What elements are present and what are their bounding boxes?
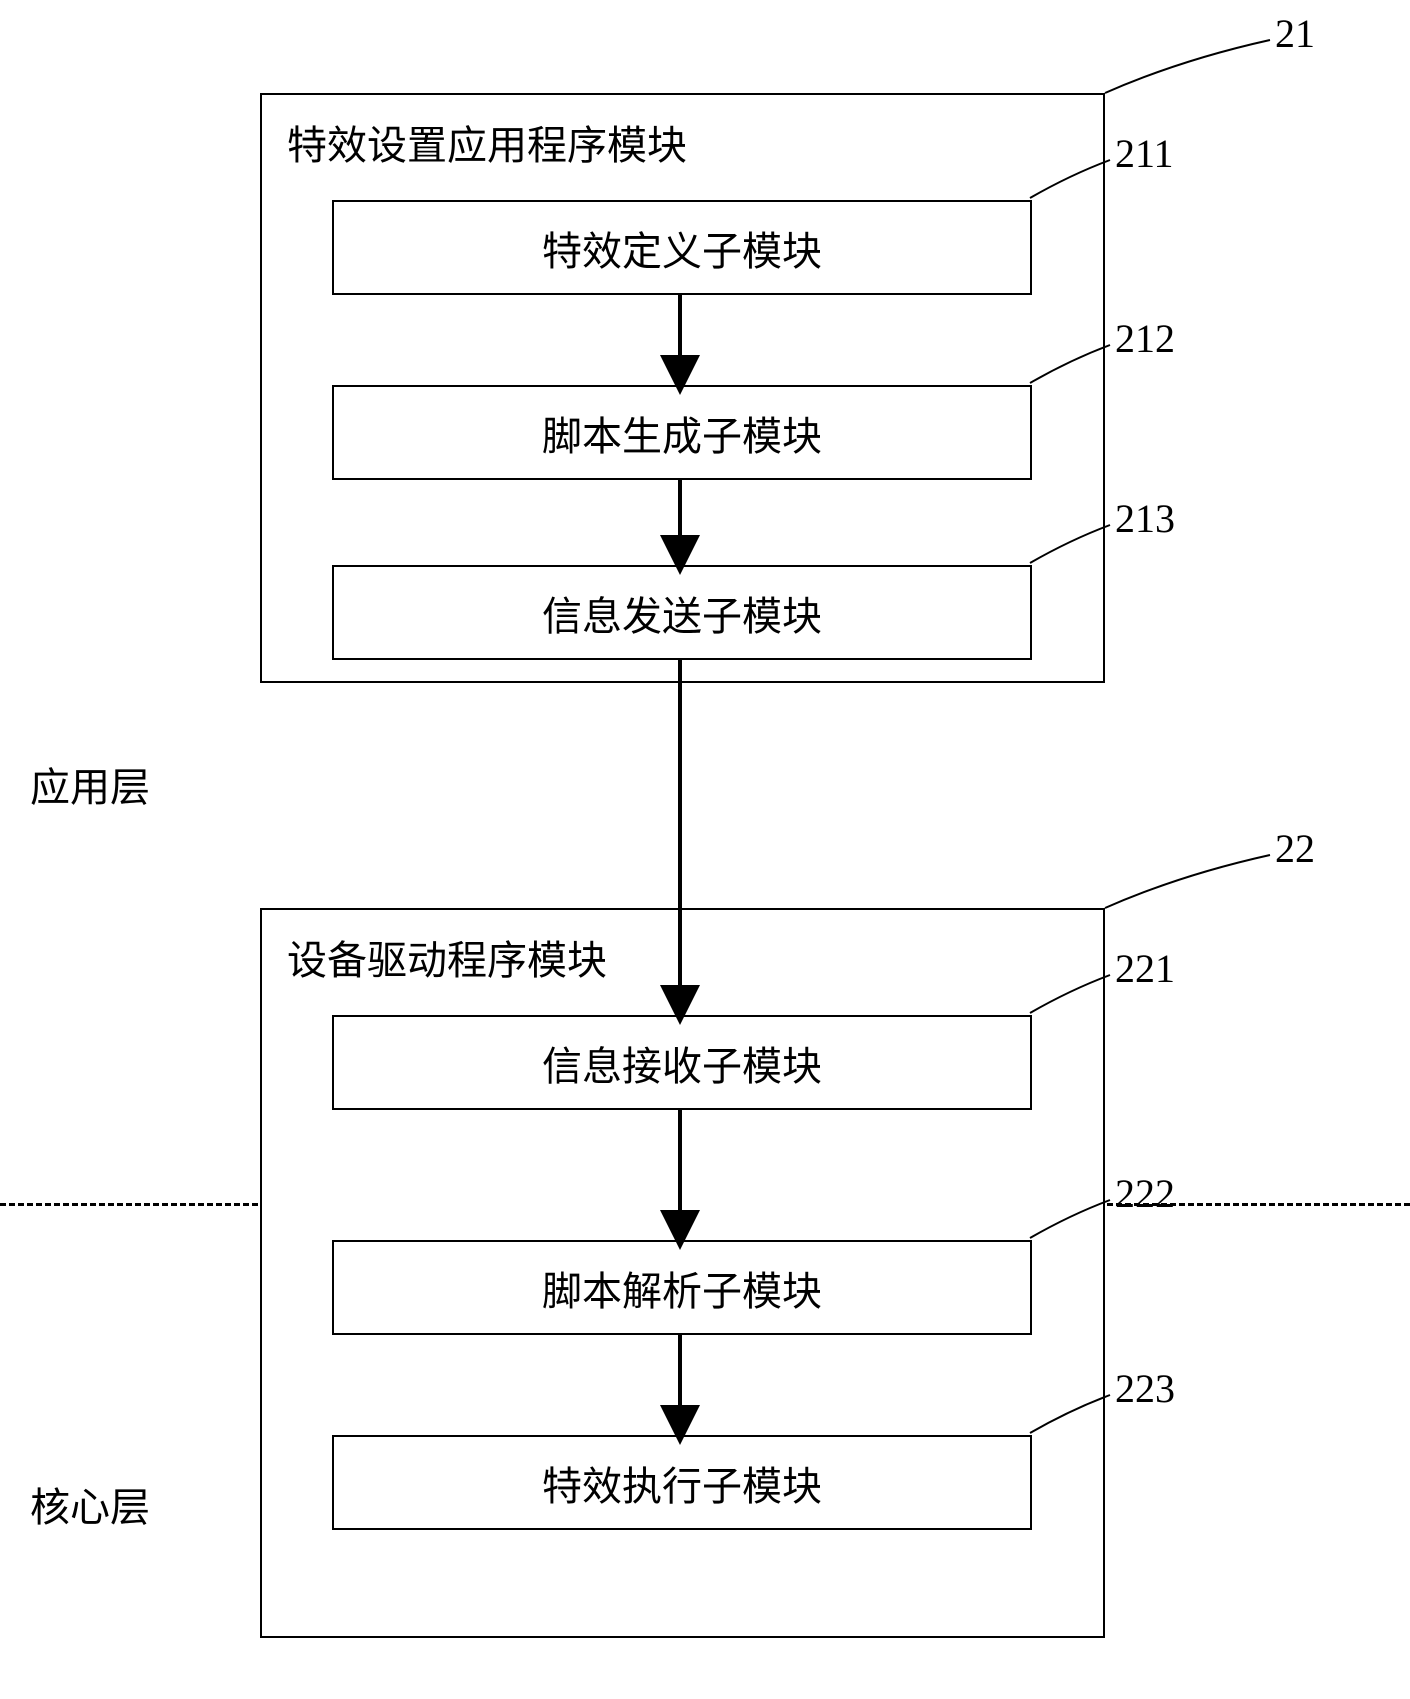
module-21-box: 特效设置应用程序模块 特效定义子模块 脚本生成子模块 信息发送子模块 (260, 93, 1105, 683)
leader-21 (1105, 40, 1270, 93)
sub-223-box: 特效执行子模块 (332, 1435, 1032, 1530)
sub-222-box: 脚本解析子模块 (332, 1240, 1032, 1335)
ref-21: 21 (1275, 10, 1315, 57)
module-22-title: 设备驱动程序模块 (287, 928, 607, 986)
ref-223: 223 (1115, 1365, 1175, 1412)
sub-221-box: 信息接收子模块 (332, 1015, 1032, 1110)
leader-22 (1105, 855, 1270, 908)
module-22-box: 设备驱动程序模块 信息接收子模块 脚本解析子模块 特效执行子模块 (260, 908, 1105, 1638)
module-21-title: 特效设置应用程序模块 (287, 113, 687, 171)
sub-212-label: 脚本生成子模块 (542, 404, 822, 462)
sub-212-box: 脚本生成子模块 (332, 385, 1032, 480)
ref-213: 213 (1115, 495, 1175, 542)
ref-211: 211 (1115, 130, 1174, 177)
sub-211-box: 特效定义子模块 (332, 200, 1032, 295)
sub-213-label: 信息发送子模块 (542, 584, 822, 642)
layer-label-app: 应用层 (30, 755, 150, 813)
sub-211-label: 特效定义子模块 (542, 219, 822, 277)
sub-223-label: 特效执行子模块 (542, 1454, 822, 1512)
ref-212: 212 (1115, 315, 1175, 362)
ref-22: 22 (1275, 825, 1315, 872)
ref-221: 221 (1115, 945, 1175, 992)
sub-213-box: 信息发送子模块 (332, 565, 1032, 660)
sub-221-label: 信息接收子模块 (542, 1034, 822, 1092)
ref-222: 222 (1115, 1170, 1175, 1217)
layer-label-core: 核心层 (30, 1475, 150, 1533)
diagram-canvas: 应用层 核心层 特效设置应用程序模块 特效定义子模块 脚本生成子模块 信息发送子… (0, 0, 1410, 1699)
sub-222-label: 脚本解析子模块 (542, 1259, 822, 1317)
